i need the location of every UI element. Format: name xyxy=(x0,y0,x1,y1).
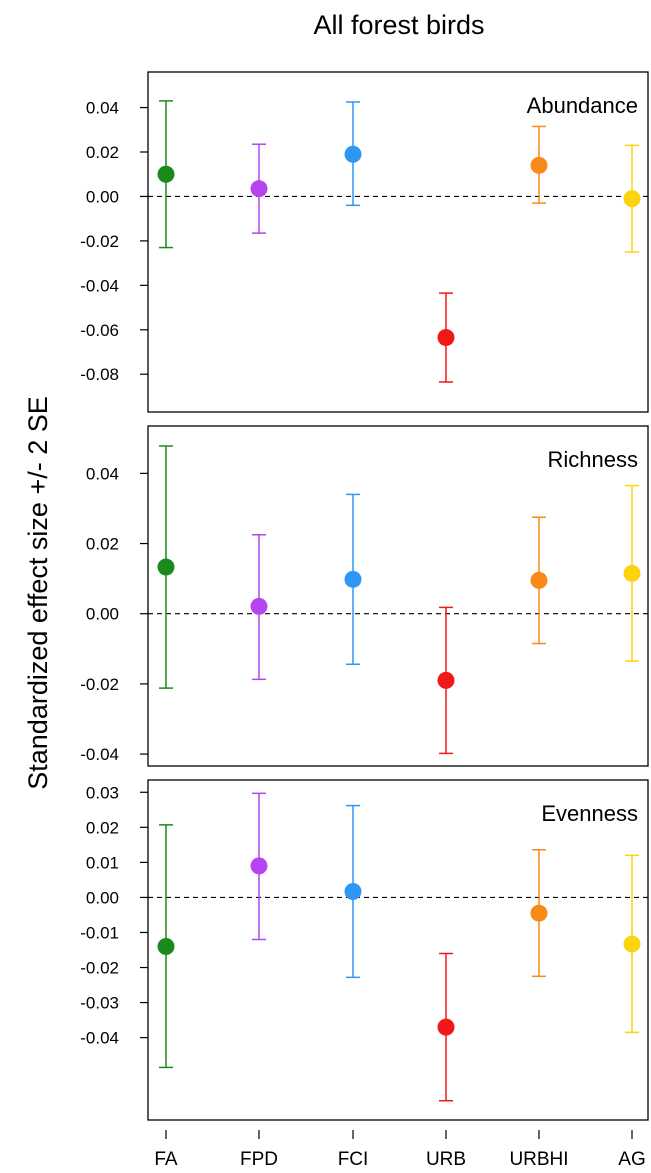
y-axis-label: Standardized effect size +/- 2 SE xyxy=(23,396,53,789)
y-tick-label: 0.02 xyxy=(86,143,119,162)
point-ag xyxy=(623,564,641,582)
y-tick-label: 0.02 xyxy=(86,818,119,837)
point-fpd xyxy=(250,597,268,615)
x-tick-label-urbhi: URBHI xyxy=(509,1149,568,1170)
x-tick-label-ag: AG xyxy=(618,1149,645,1170)
panel-frame xyxy=(147,71,649,413)
y-tick-label: 0.03 xyxy=(86,783,119,802)
x-tick-label-fa: FA xyxy=(154,1149,178,1170)
point-fa xyxy=(157,165,175,183)
y-tick-label: -0.03 xyxy=(80,994,119,1013)
point-fpd xyxy=(250,857,268,875)
y-tick-label: -0.02 xyxy=(80,675,119,694)
panel-label: Richness xyxy=(548,447,638,472)
point-fa xyxy=(157,937,175,955)
y-tick-label: -0.04 xyxy=(80,276,119,295)
y-tick-label: 0.00 xyxy=(86,187,119,206)
y-tick-label: -0.04 xyxy=(80,1029,119,1048)
point-urbhi xyxy=(530,571,548,589)
y-tick-label: -0.04 xyxy=(80,745,119,764)
y-tick-label: -0.01 xyxy=(80,923,119,942)
point-urbhi xyxy=(530,904,548,922)
panel-richness: 0.04 0.02 0.00 -0.02 -0.04 Richness xyxy=(80,425,649,767)
x-axis: FA FPD FCI URB URBHI AG xyxy=(154,1130,646,1170)
point-urb xyxy=(437,329,455,347)
point-fci xyxy=(344,882,362,900)
panel-abundance: 0.04 0.02 0.00 -0.02 -0.04 -0.06 -0.08 Abundanc… xyxy=(80,71,649,413)
point-urbhi xyxy=(530,156,548,174)
y-tick-label: 0.01 xyxy=(86,853,119,872)
point-urb xyxy=(437,671,455,689)
panel-label: Evenness xyxy=(541,801,638,826)
y-tick-label: 0.00 xyxy=(86,605,119,624)
x-tick-label-urb: URB xyxy=(426,1149,466,1170)
y-tick-label: 0.00 xyxy=(86,888,119,907)
y-tick-label: 0.04 xyxy=(86,99,119,118)
y-tick-label: -0.08 xyxy=(80,365,119,384)
point-fa xyxy=(157,558,175,576)
x-tick-label-fpd: FPD xyxy=(240,1149,278,1170)
y-tick-label: -0.06 xyxy=(80,321,119,340)
point-fpd xyxy=(250,180,268,198)
point-ag xyxy=(623,935,641,953)
x-tick-label-fci: FCI xyxy=(338,1149,369,1170)
panels-group: 0.04 0.02 0.00 -0.02 -0.04 -0.06 -0.08 Abundanc… xyxy=(80,71,649,1121)
chart-title: All forest birds xyxy=(313,10,484,40)
point-urb xyxy=(437,1018,455,1036)
panel-frame xyxy=(147,779,649,1121)
point-ag xyxy=(623,190,641,208)
point-fci xyxy=(344,570,362,588)
panel-label: Abundance xyxy=(527,93,638,118)
point-fci xyxy=(344,145,362,163)
y-tick-label: 0.02 xyxy=(86,535,119,554)
y-tick-label: -0.02 xyxy=(80,232,119,251)
y-tick-label: -0.02 xyxy=(80,959,119,978)
panel-evenness: 0.03 0.02 0.01 0.00 -0.01 -0.02 -0.03 -0.04 Even… xyxy=(80,779,649,1121)
y-tick-label: 0.04 xyxy=(86,464,119,483)
panel-frame xyxy=(147,425,649,767)
